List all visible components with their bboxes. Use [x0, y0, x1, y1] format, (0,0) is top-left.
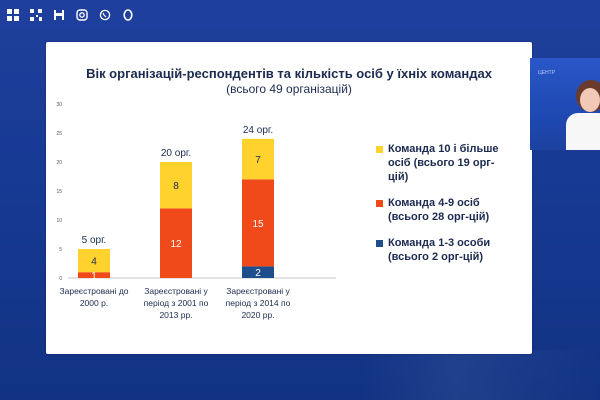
viber-icon[interactable] [98, 8, 112, 22]
bar-data-label: 2 [255, 268, 261, 279]
bar-data-label: 8 [173, 181, 179, 192]
x-category-label: Зареєстровані до [59, 286, 128, 296]
presenter-face [580, 88, 600, 112]
x-category-label: Зареєстровані у [144, 286, 208, 296]
legend-item-4-9: Команда 4-9 осіб (всього 28 орг-цій) [376, 196, 526, 224]
bar-segment [160, 208, 192, 278]
legend-label-4-9-line1: Команда 4-9 осіб [388, 197, 480, 209]
slide-subtitle: (всього 49 організацій) [226, 82, 352, 96]
x-category-label: період з 2014 по [226, 298, 291, 308]
bar-segment [78, 272, 110, 278]
legend-swatch-4-9 [376, 200, 383, 207]
y-tick-label: 25 [56, 131, 62, 137]
legend-label-1-3-line2: (всього 2 орг-цій) [388, 251, 484, 263]
bar-data-label: 4 [91, 257, 97, 268]
y-tick-label: 0 [59, 276, 62, 282]
x-category-label: 2020 рр. [241, 310, 274, 320]
x-category-label: 2000 р. [80, 298, 108, 308]
legend-label-4-9-line2: (всього 28 орг-цій) [388, 211, 490, 223]
legend-label-1-3: Команда 1-3 особи (всього 2 орг-цій) [388, 236, 490, 264]
bar-data-label: 7 [255, 155, 261, 166]
apps-icon[interactable] [6, 8, 20, 22]
qr-code-icon[interactable] [29, 8, 43, 22]
bar-segment [242, 179, 274, 267]
bar-segment [160, 162, 192, 209]
qr-code-icon-svg [30, 9, 42, 21]
presenter-torso [566, 113, 600, 150]
bar-data-label: 12 [170, 239, 182, 250]
background-sign: ЦЕНТР [538, 70, 556, 76]
legend-item-10-plus: Команда 10 і більше осіб (всього 19 орг-… [376, 142, 526, 184]
stacked-bar-chart: 0 5 10 15 20 25 30 1 4 5 орг. Зареєстровані до 2000… [56, 102, 336, 320]
opera-icon[interactable] [121, 8, 135, 22]
legend-label-10-plus-line1: Команда 10 і більше [388, 143, 499, 155]
bar-total-label: 24 орг. [243, 125, 273, 136]
legend-label-1-3-line1: Команда 1-3 особи [388, 237, 491, 249]
x-category-label: Зареєстровані у [226, 286, 290, 296]
legend-swatch-1-3 [376, 240, 383, 247]
save-icon[interactable] [52, 8, 66, 22]
x-category-label: 2013 рр. [159, 310, 192, 320]
chart-legend: Команда 10 і більше осіб (всього 19 орг-… [376, 142, 526, 276]
legend-label-4-9: Команда 4-9 осіб (всього 28 орг-цій) [388, 196, 489, 224]
apps-icon-svg [7, 9, 19, 21]
bar-total-label: 5 орг. [82, 235, 107, 246]
presenter-video: ЦЕНТР [530, 58, 600, 150]
viber-icon-svg [99, 9, 111, 21]
bar-data-label: 15 [252, 219, 264, 230]
background-accent [360, 350, 600, 400]
bar-segment [242, 266, 274, 278]
instagram-icon[interactable] [75, 8, 89, 22]
bar-total-label: 20 орг. [161, 148, 191, 159]
instagram-icon-svg [76, 9, 88, 21]
save-icon-svg [54, 10, 64, 20]
y-tick-label: 15 [56, 189, 62, 195]
y-tick-label: 10 [56, 218, 62, 224]
opera-icon-svg [123, 9, 133, 21]
legend-swatch-10-plus [376, 146, 383, 153]
y-tick-label: 5 [59, 247, 62, 253]
top-toolbar [0, 0, 600, 30]
presentation-slide: Вік організацій-респондентів та кількіст… [46, 42, 532, 354]
legend-label-10-plus-line3: цій) [388, 171, 409, 183]
y-tick-label: 30 [56, 102, 62, 108]
legend-item-1-3: Команда 1-3 особи (всього 2 орг-цій) [376, 236, 526, 264]
bar-segment [242, 138, 274, 180]
y-tick-label: 20 [56, 160, 62, 166]
bar-data-label: 1 [91, 271, 97, 282]
x-category-label: період з 2001 по [144, 298, 209, 308]
legend-label-10-plus-line2: осіб (всього 19 орг- [388, 157, 495, 169]
legend-label-10-plus: Команда 10 і більше осіб (всього 19 орг-… [388, 142, 499, 184]
slide-title: Вік організацій-респондентів та кількіст… [86, 66, 492, 81]
bar-segment [78, 249, 110, 273]
